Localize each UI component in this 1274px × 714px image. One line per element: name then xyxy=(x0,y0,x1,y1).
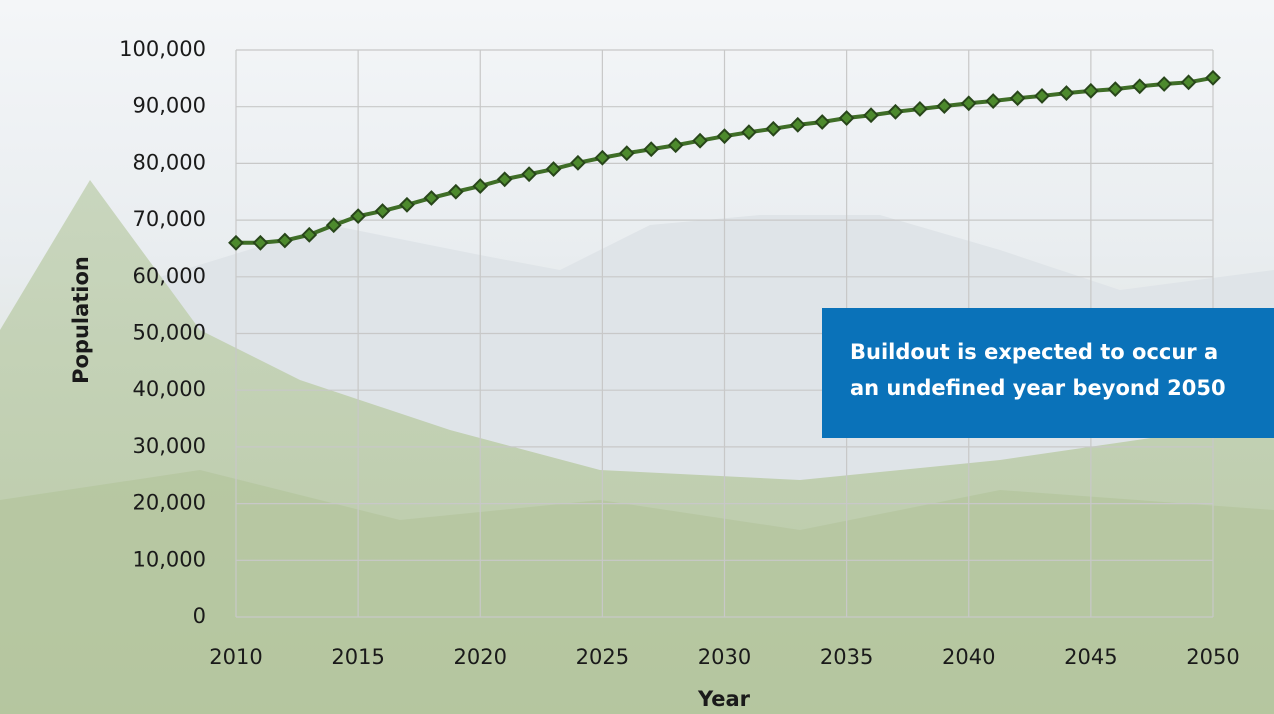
point xyxy=(325,217,342,234)
point xyxy=(667,137,684,154)
x-axis-title: Year xyxy=(697,687,751,711)
annotation-line: Buildout is expected to occur a xyxy=(850,340,1218,364)
point xyxy=(960,95,977,112)
point xyxy=(1180,74,1197,91)
y-tick-label: 0 xyxy=(193,604,206,628)
x-tick-label: 2025 xyxy=(576,645,629,669)
point xyxy=(936,98,953,115)
point xyxy=(521,166,538,183)
point xyxy=(350,208,367,225)
x-tick-label: 2015 xyxy=(331,645,384,669)
y-tick-label: 50,000 xyxy=(133,321,206,345)
point xyxy=(252,234,269,251)
x-tick-label: 2040 xyxy=(942,645,995,669)
y-tick-label: 40,000 xyxy=(133,377,206,401)
point xyxy=(863,107,879,124)
point xyxy=(618,145,635,162)
x-tick-label: 2050 xyxy=(1186,645,1239,669)
point xyxy=(447,183,464,200)
y-tick-label: 70,000 xyxy=(133,207,206,231)
point xyxy=(741,124,757,141)
x-tick-label: 2020 xyxy=(454,645,507,669)
annotation-box xyxy=(822,308,1274,438)
x-tick-label: 2030 xyxy=(698,645,751,669)
annotation: Buildout is expected to occur a an undef… xyxy=(822,308,1274,438)
point xyxy=(496,171,513,188)
y-tick-label: 90,000 xyxy=(133,94,206,118)
y-tick-label: 100,000 xyxy=(119,37,206,61)
point xyxy=(911,101,928,117)
point xyxy=(570,154,586,171)
point xyxy=(399,196,415,213)
point xyxy=(838,110,855,126)
point xyxy=(374,203,391,219)
y-tick-label: 30,000 xyxy=(133,434,206,458)
point xyxy=(789,116,806,133)
point xyxy=(594,149,611,166)
x-tick-label: 2010 xyxy=(209,645,262,669)
y-tick-label: 80,000 xyxy=(133,150,206,174)
point xyxy=(985,93,1002,109)
point xyxy=(301,226,318,243)
point xyxy=(276,232,293,249)
point xyxy=(423,190,440,206)
point xyxy=(1009,90,1026,107)
point xyxy=(472,178,489,194)
point xyxy=(716,128,733,145)
point xyxy=(1082,82,1099,99)
point xyxy=(1107,81,1124,98)
x-tick-label: 2045 xyxy=(1064,645,1117,669)
x-tick-label: 2035 xyxy=(820,645,873,669)
point xyxy=(1205,69,1221,86)
point xyxy=(1034,88,1050,104)
point xyxy=(1131,78,1148,95)
plot xyxy=(228,69,1221,251)
point xyxy=(692,132,708,149)
point xyxy=(545,161,562,177)
y-tick-label: 60,000 xyxy=(133,264,206,288)
annotation-line: an undefined year beyond 2050 xyxy=(850,376,1226,400)
y-tick-label: 20,000 xyxy=(133,491,206,515)
point xyxy=(765,120,782,137)
y-tick-label: 10,000 xyxy=(133,547,206,571)
point xyxy=(1058,85,1075,102)
point xyxy=(1156,76,1173,92)
point xyxy=(643,141,660,158)
point xyxy=(228,234,244,251)
point xyxy=(814,114,831,130)
y-axis-title: Population xyxy=(69,256,93,384)
point xyxy=(887,103,904,120)
